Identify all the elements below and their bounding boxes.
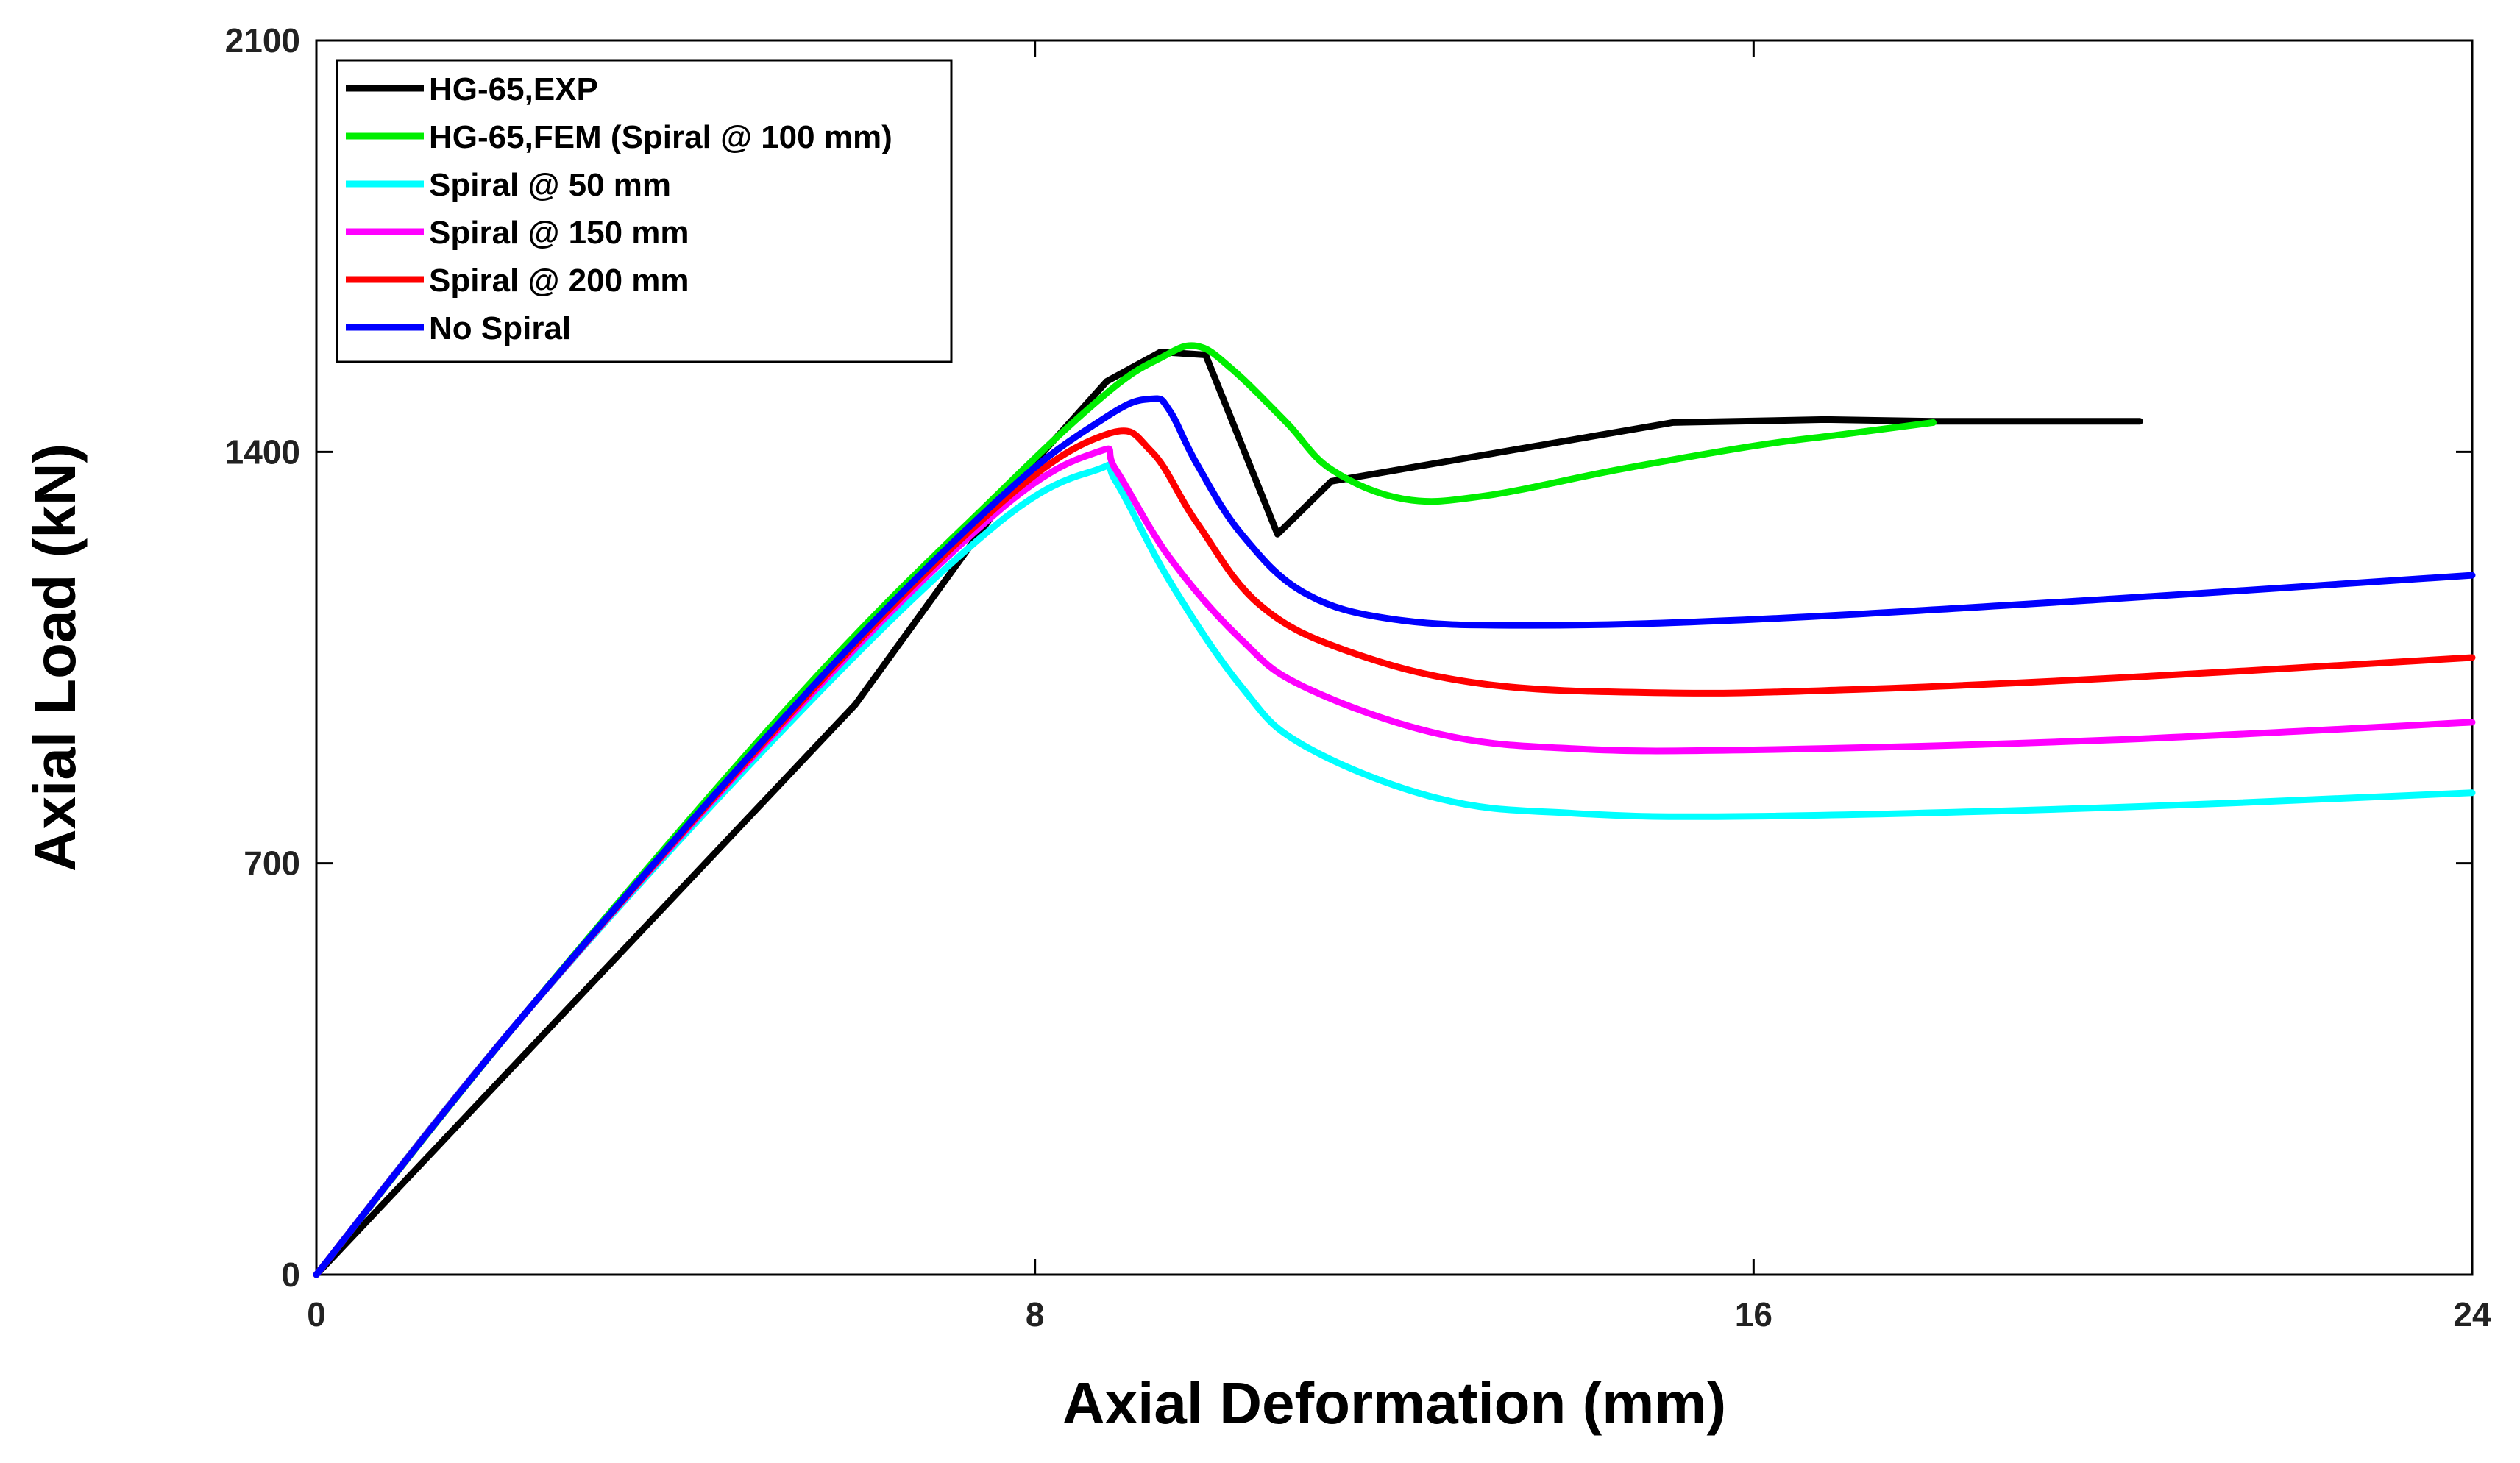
x-tick-label: 0 — [307, 1295, 326, 1334]
x-tick-label: 8 — [1026, 1295, 1045, 1334]
x-axis-title: Axial Deformation (mm) — [1062, 1370, 1726, 1436]
x-tick-label: 24 — [2453, 1295, 2491, 1334]
legend: HG-65,EXP HG-65,FEM (Spiral @ 100 mm) Spir… — [336, 59, 953, 363]
y-tick-label: 700 — [244, 844, 300, 883]
axis-ticks: 0 8 16 24 0 700 1400 2100 — [225, 21, 2491, 1334]
legend-label: Spiral @ 50 mm — [429, 167, 671, 203]
y-tick-label: 1400 — [225, 433, 300, 471]
legend-label: Spiral @ 150 mm — [429, 215, 689, 251]
x-tick-label: 16 — [1735, 1295, 1772, 1334]
legend-label: HG-65,FEM (Spiral @ 100 mm) — [429, 119, 892, 155]
y-tick-label: 0 — [281, 1256, 300, 1294]
y-axis-title: Axial Load (kN) — [22, 444, 88, 872]
legend-box — [336, 59, 953, 363]
y-tick-label: 2100 — [225, 21, 300, 60]
legend-label: No Spiral — [429, 310, 571, 346]
series-lines — [313, 342, 2476, 1278]
legend-label: HG-65,EXP — [429, 71, 598, 107]
series-line-6 — [313, 395, 2476, 1278]
legend-label: Spiral @ 200 mm — [429, 263, 689, 299]
